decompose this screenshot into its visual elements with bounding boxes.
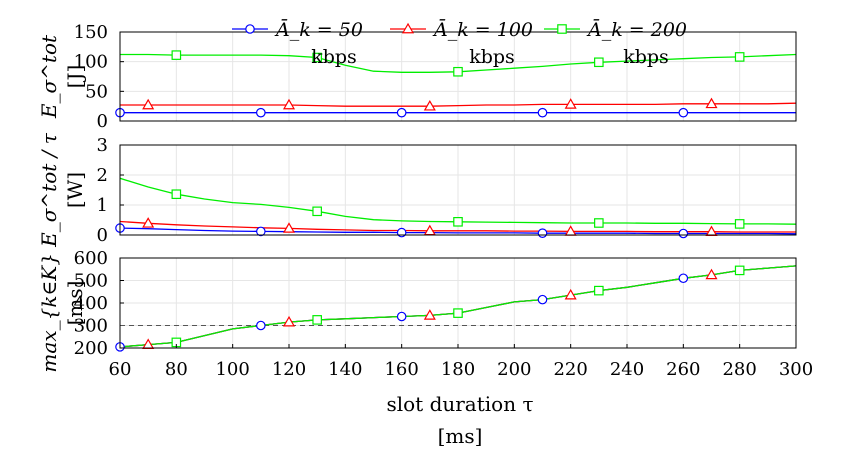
y-tick-label: 100 bbox=[74, 52, 108, 73]
data-point bbox=[282, 315, 296, 327]
legend-marker bbox=[557, 24, 567, 34]
data-point bbox=[678, 228, 689, 239]
y-tick-label: 300 bbox=[74, 316, 108, 337]
data-point bbox=[423, 99, 436, 111]
data-point bbox=[678, 107, 689, 118]
data-point bbox=[734, 52, 745, 62]
data-point bbox=[142, 98, 155, 110]
x-tick-label: 200 bbox=[497, 359, 531, 380]
panel-frame bbox=[119, 31, 797, 122]
data-point bbox=[537, 228, 548, 238]
y-tick-label: 500 bbox=[74, 271, 108, 292]
data-point bbox=[594, 218, 604, 228]
data-point bbox=[282, 98, 296, 110]
x-tick-label: 220 bbox=[553, 359, 587, 380]
data-point bbox=[537, 107, 548, 118]
data-point bbox=[396, 227, 407, 238]
panel-1: 0 50 100 150 E_σ^tot [J] bbox=[37, 22, 797, 132]
panel-frame bbox=[119, 144, 797, 236]
y-axis-unit: [W] bbox=[63, 172, 87, 208]
x-tick-label: 120 bbox=[272, 359, 306, 380]
legend-marker bbox=[401, 22, 415, 34]
data-point bbox=[312, 206, 322, 217]
data-point bbox=[453, 66, 463, 77]
x-tick-label: 60 bbox=[109, 359, 132, 380]
data-point bbox=[594, 285, 604, 296]
data-point bbox=[396, 311, 407, 322]
legend-label: Ā_k = 200 bbox=[586, 18, 687, 41]
x-tick-label: 100 bbox=[215, 359, 249, 380]
data-point bbox=[142, 217, 155, 228]
data-point bbox=[734, 219, 745, 229]
y-tick-label: 3 bbox=[97, 135, 108, 156]
x-tick-label: 160 bbox=[384, 359, 418, 380]
legend-marker bbox=[245, 24, 255, 34]
x-tick-label: 260 bbox=[666, 359, 700, 380]
panel-2: 0 1 2 3 E_σ^tot / τ [W] bbox=[37, 132, 797, 248]
y-tick-label: 0 bbox=[97, 111, 108, 132]
y-tick-label: 2 bbox=[97, 165, 108, 186]
series-line bbox=[120, 102, 796, 107]
y-axis-unit: [ms] bbox=[63, 281, 87, 326]
data-point bbox=[312, 52, 322, 63]
data-point bbox=[171, 189, 182, 199]
x-tick-label: 280 bbox=[722, 359, 756, 380]
y-tick-label: 400 bbox=[74, 293, 108, 314]
x-tick-label: 300 bbox=[779, 359, 813, 380]
legend: Ā_k = 50 kbps Ā_k = 100 kbps Ā_k = 200 kbps bbox=[232, 18, 687, 68]
x-tick-label: 140 bbox=[328, 359, 362, 380]
y-axis-label: max_{k∈K} L bbox=[37, 233, 61, 372]
legend-label: Ā_k = 50 bbox=[274, 18, 363, 41]
y-tick-label: 600 bbox=[74, 248, 108, 269]
data-point bbox=[705, 97, 718, 109]
data-point bbox=[564, 288, 577, 300]
x-tick-label: 180 bbox=[441, 359, 475, 380]
data-point bbox=[594, 57, 604, 68]
data-point bbox=[312, 315, 322, 325]
x-tick-label: 240 bbox=[610, 359, 644, 380]
data-point bbox=[171, 50, 182, 60]
legend-label: Ā_k = 100 bbox=[432, 18, 533, 41]
y-tick-label: 0 bbox=[97, 225, 108, 246]
data-point bbox=[256, 320, 266, 331]
data-point bbox=[537, 294, 548, 305]
data-point bbox=[453, 308, 463, 318]
data-point bbox=[453, 217, 463, 227]
y-tick-label: 1 bbox=[97, 195, 108, 216]
data-point bbox=[256, 107, 266, 118]
data-point bbox=[564, 98, 577, 109]
data-point bbox=[256, 226, 266, 237]
x-tick-label: 80 bbox=[165, 359, 188, 380]
legend-unit: kbps bbox=[623, 46, 669, 68]
legend-unit: kbps bbox=[311, 46, 357, 68]
y-axis-label: E_σ^tot / τ bbox=[37, 132, 61, 248]
legend-unit: kbps bbox=[469, 46, 515, 68]
y-tick-label: 200 bbox=[74, 338, 108, 359]
y-tick-label: 50 bbox=[85, 81, 108, 102]
y-tick-label: 150 bbox=[74, 22, 108, 43]
data-point bbox=[396, 107, 407, 118]
x-axis-unit: [ms] bbox=[438, 424, 483, 448]
data-point bbox=[423, 309, 436, 320]
x-axis-label: slot duration τ bbox=[386, 392, 533, 416]
y-axis-label: E_σ^tot bbox=[37, 34, 61, 119]
y-axis-unit: [J] bbox=[63, 65, 87, 89]
data-point bbox=[705, 268, 718, 280]
data-point bbox=[282, 222, 296, 233]
data-point bbox=[678, 273, 689, 284]
data-point bbox=[734, 265, 745, 276]
chart-panels: 0 50 100 150 E_σ^tot [J] 0 1 2 3 E_σ^tot / τ [W] 200… bbox=[37, 22, 813, 380]
